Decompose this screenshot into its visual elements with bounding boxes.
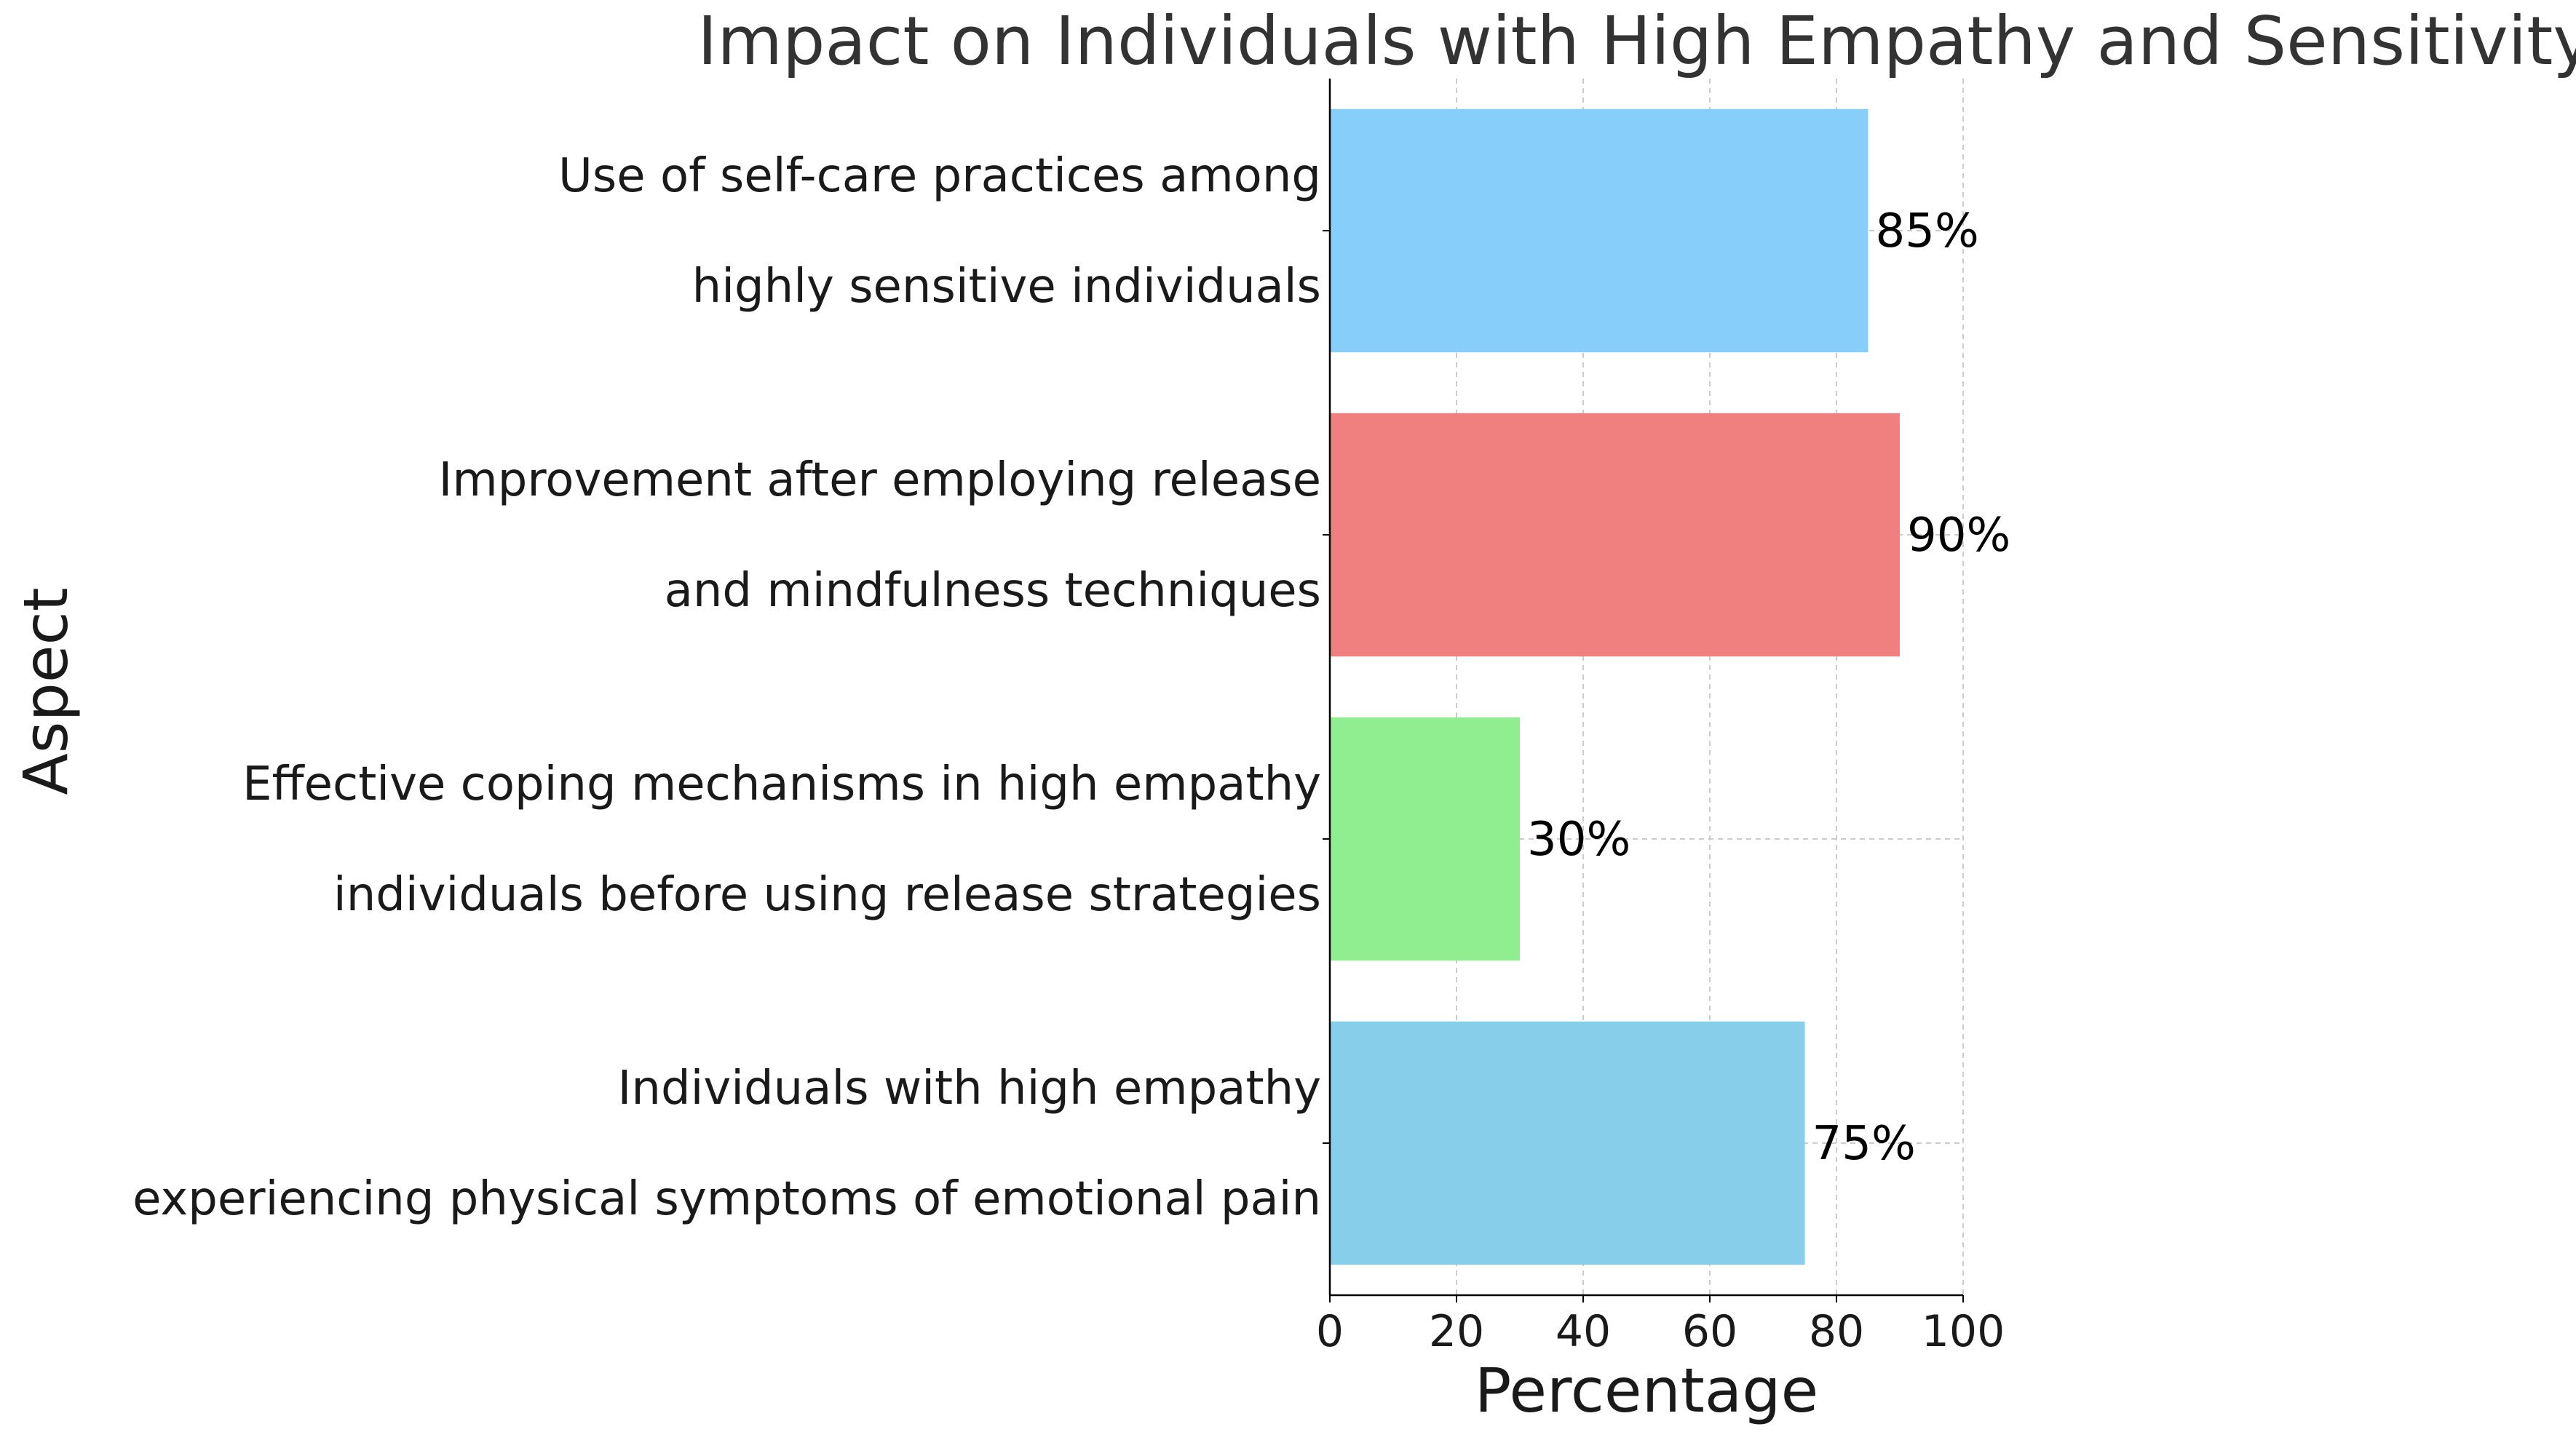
- x-axis-title: Percentage: [1475, 1355, 1819, 1426]
- x-tick-label: 60: [1682, 1306, 1737, 1357]
- x-tick-label: 20: [1429, 1306, 1484, 1357]
- bar: [1330, 1021, 1805, 1265]
- x-tick-label: 40: [1555, 1306, 1611, 1357]
- category-label: experiencing physical symptoms of emotio…: [132, 1172, 1321, 1226]
- data-label: 75%: [1812, 1117, 1916, 1171]
- bar: [1330, 717, 1520, 961]
- category-label: Individuals with high empathy: [618, 1062, 1321, 1115]
- x-tick-label: 0: [1316, 1306, 1344, 1357]
- category-label: Improvement after employing release: [439, 453, 1321, 507]
- data-label: 90%: [1907, 509, 2010, 562]
- chart-title: Impact on Individuals with High Empathy …: [697, 2, 2576, 80]
- y-axis-title: Aspect: [10, 587, 82, 795]
- bar: [1330, 413, 1900, 657]
- bar: [1330, 108, 1868, 353]
- category-label: and mindfulness techniques: [665, 564, 1321, 618]
- category-label: Effective coping mechanisms in high empa…: [242, 757, 1321, 811]
- data-label: 30%: [1527, 813, 1630, 867]
- data-label: 85%: [1876, 204, 1979, 258]
- category-label: individuals before using release strateg…: [333, 868, 1321, 922]
- x-tick-label: 100: [1922, 1306, 2005, 1357]
- labels: 0 20 40 60 80 100 75% Individuals with high emp…: [132, 149, 2010, 1357]
- category-label: Use of self-care practices among: [558, 149, 1321, 203]
- category-label: highly sensitive individuals: [692, 260, 1321, 314]
- x-tick-label: 80: [1809, 1306, 1864, 1357]
- axes: [1323, 79, 1964, 1302]
- bars: [1330, 108, 1900, 1265]
